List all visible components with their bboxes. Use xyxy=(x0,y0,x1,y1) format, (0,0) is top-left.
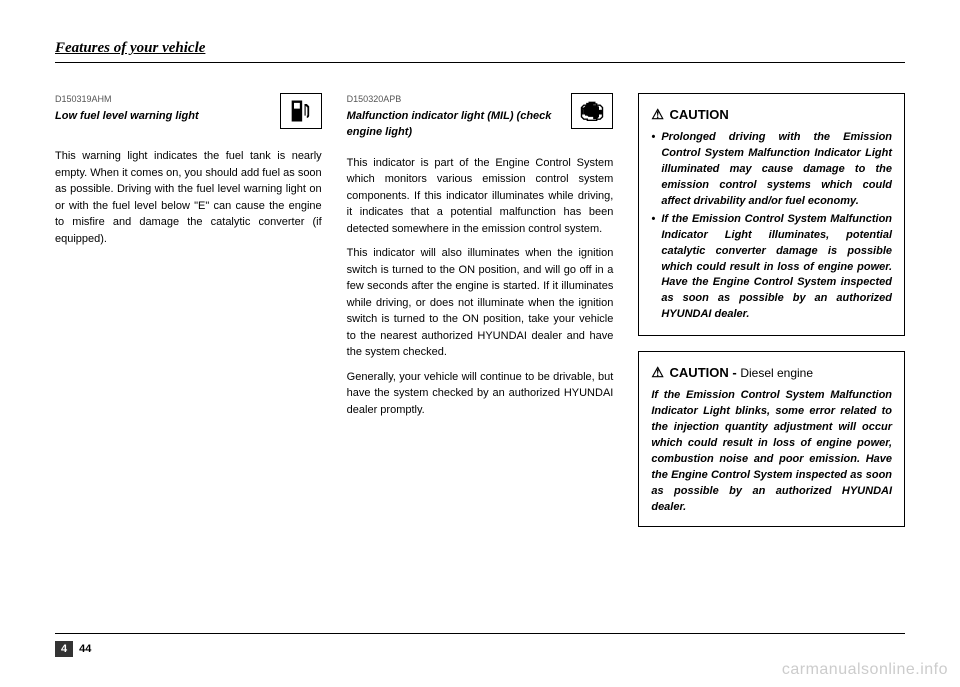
warning-icon: ⚠ xyxy=(651,364,664,380)
chapter-number: 4 xyxy=(55,641,73,657)
mil-text-1: This indicator is part of the Engine Con… xyxy=(347,155,614,238)
caution-item-1: Prolonged driving with the Emission Cont… xyxy=(651,130,892,210)
content-columns: D150319AHM Low fuel level warning light … xyxy=(55,93,905,542)
section-header: Features of your vehicle xyxy=(55,40,905,57)
fuel-warning-text: This warning light indicates the fuel ta… xyxy=(55,148,322,247)
column-1: D150319AHM Low fuel level warning light … xyxy=(55,93,322,542)
caution-sub-2: Diesel engine xyxy=(740,366,813,380)
page-number-value: 44 xyxy=(73,641,97,657)
manual-page: Features of your vehicle D150319AHM Low … xyxy=(0,0,960,687)
column-2: D150320APB Malfunction indicator light (… xyxy=(347,93,614,542)
caution-header-1: ⚠ CAUTION xyxy=(651,104,892,125)
warning-icon: ⚠ xyxy=(651,106,664,122)
caution-header-2: ⚠ CAUTION - Diesel engine xyxy=(651,362,892,383)
caution-body-1: Prolonged driving with the Emission Cont… xyxy=(651,130,892,323)
fuel-warning-block: D150319AHM Low fuel level warning light xyxy=(55,93,322,124)
caution-body-2: If the Emission Control System Malfuncti… xyxy=(651,388,892,516)
caution-box-1: ⚠ CAUTION Prolonged driving with the Emi… xyxy=(638,93,905,336)
page-footer: 4 44 xyxy=(55,633,905,657)
header-divider xyxy=(55,62,905,63)
column-3: ⚠ CAUTION Prolonged driving with the Emi… xyxy=(638,93,905,542)
watermark: carmanualsonline.info xyxy=(782,661,948,679)
caution-box-2: ⚠ CAUTION - Diesel engine If the Emissio… xyxy=(638,351,905,527)
caution-label-1: CAUTION xyxy=(670,107,729,122)
caution-item-2: If the Emission Control System Malfuncti… xyxy=(651,212,892,324)
footer-divider xyxy=(55,633,905,634)
caution-label-2: CAUTION - xyxy=(670,365,741,380)
mil-text-2: This indicator will also illuminates whe… xyxy=(347,245,614,361)
page-number: 4 44 xyxy=(55,641,97,657)
mil-block: D150320APB Malfunction indicator light (… xyxy=(347,93,614,141)
fuel-pump-icon xyxy=(280,93,322,129)
mil-text-3: Generally, your vehicle will continue to… xyxy=(347,369,614,419)
check-engine-icon xyxy=(571,93,613,129)
